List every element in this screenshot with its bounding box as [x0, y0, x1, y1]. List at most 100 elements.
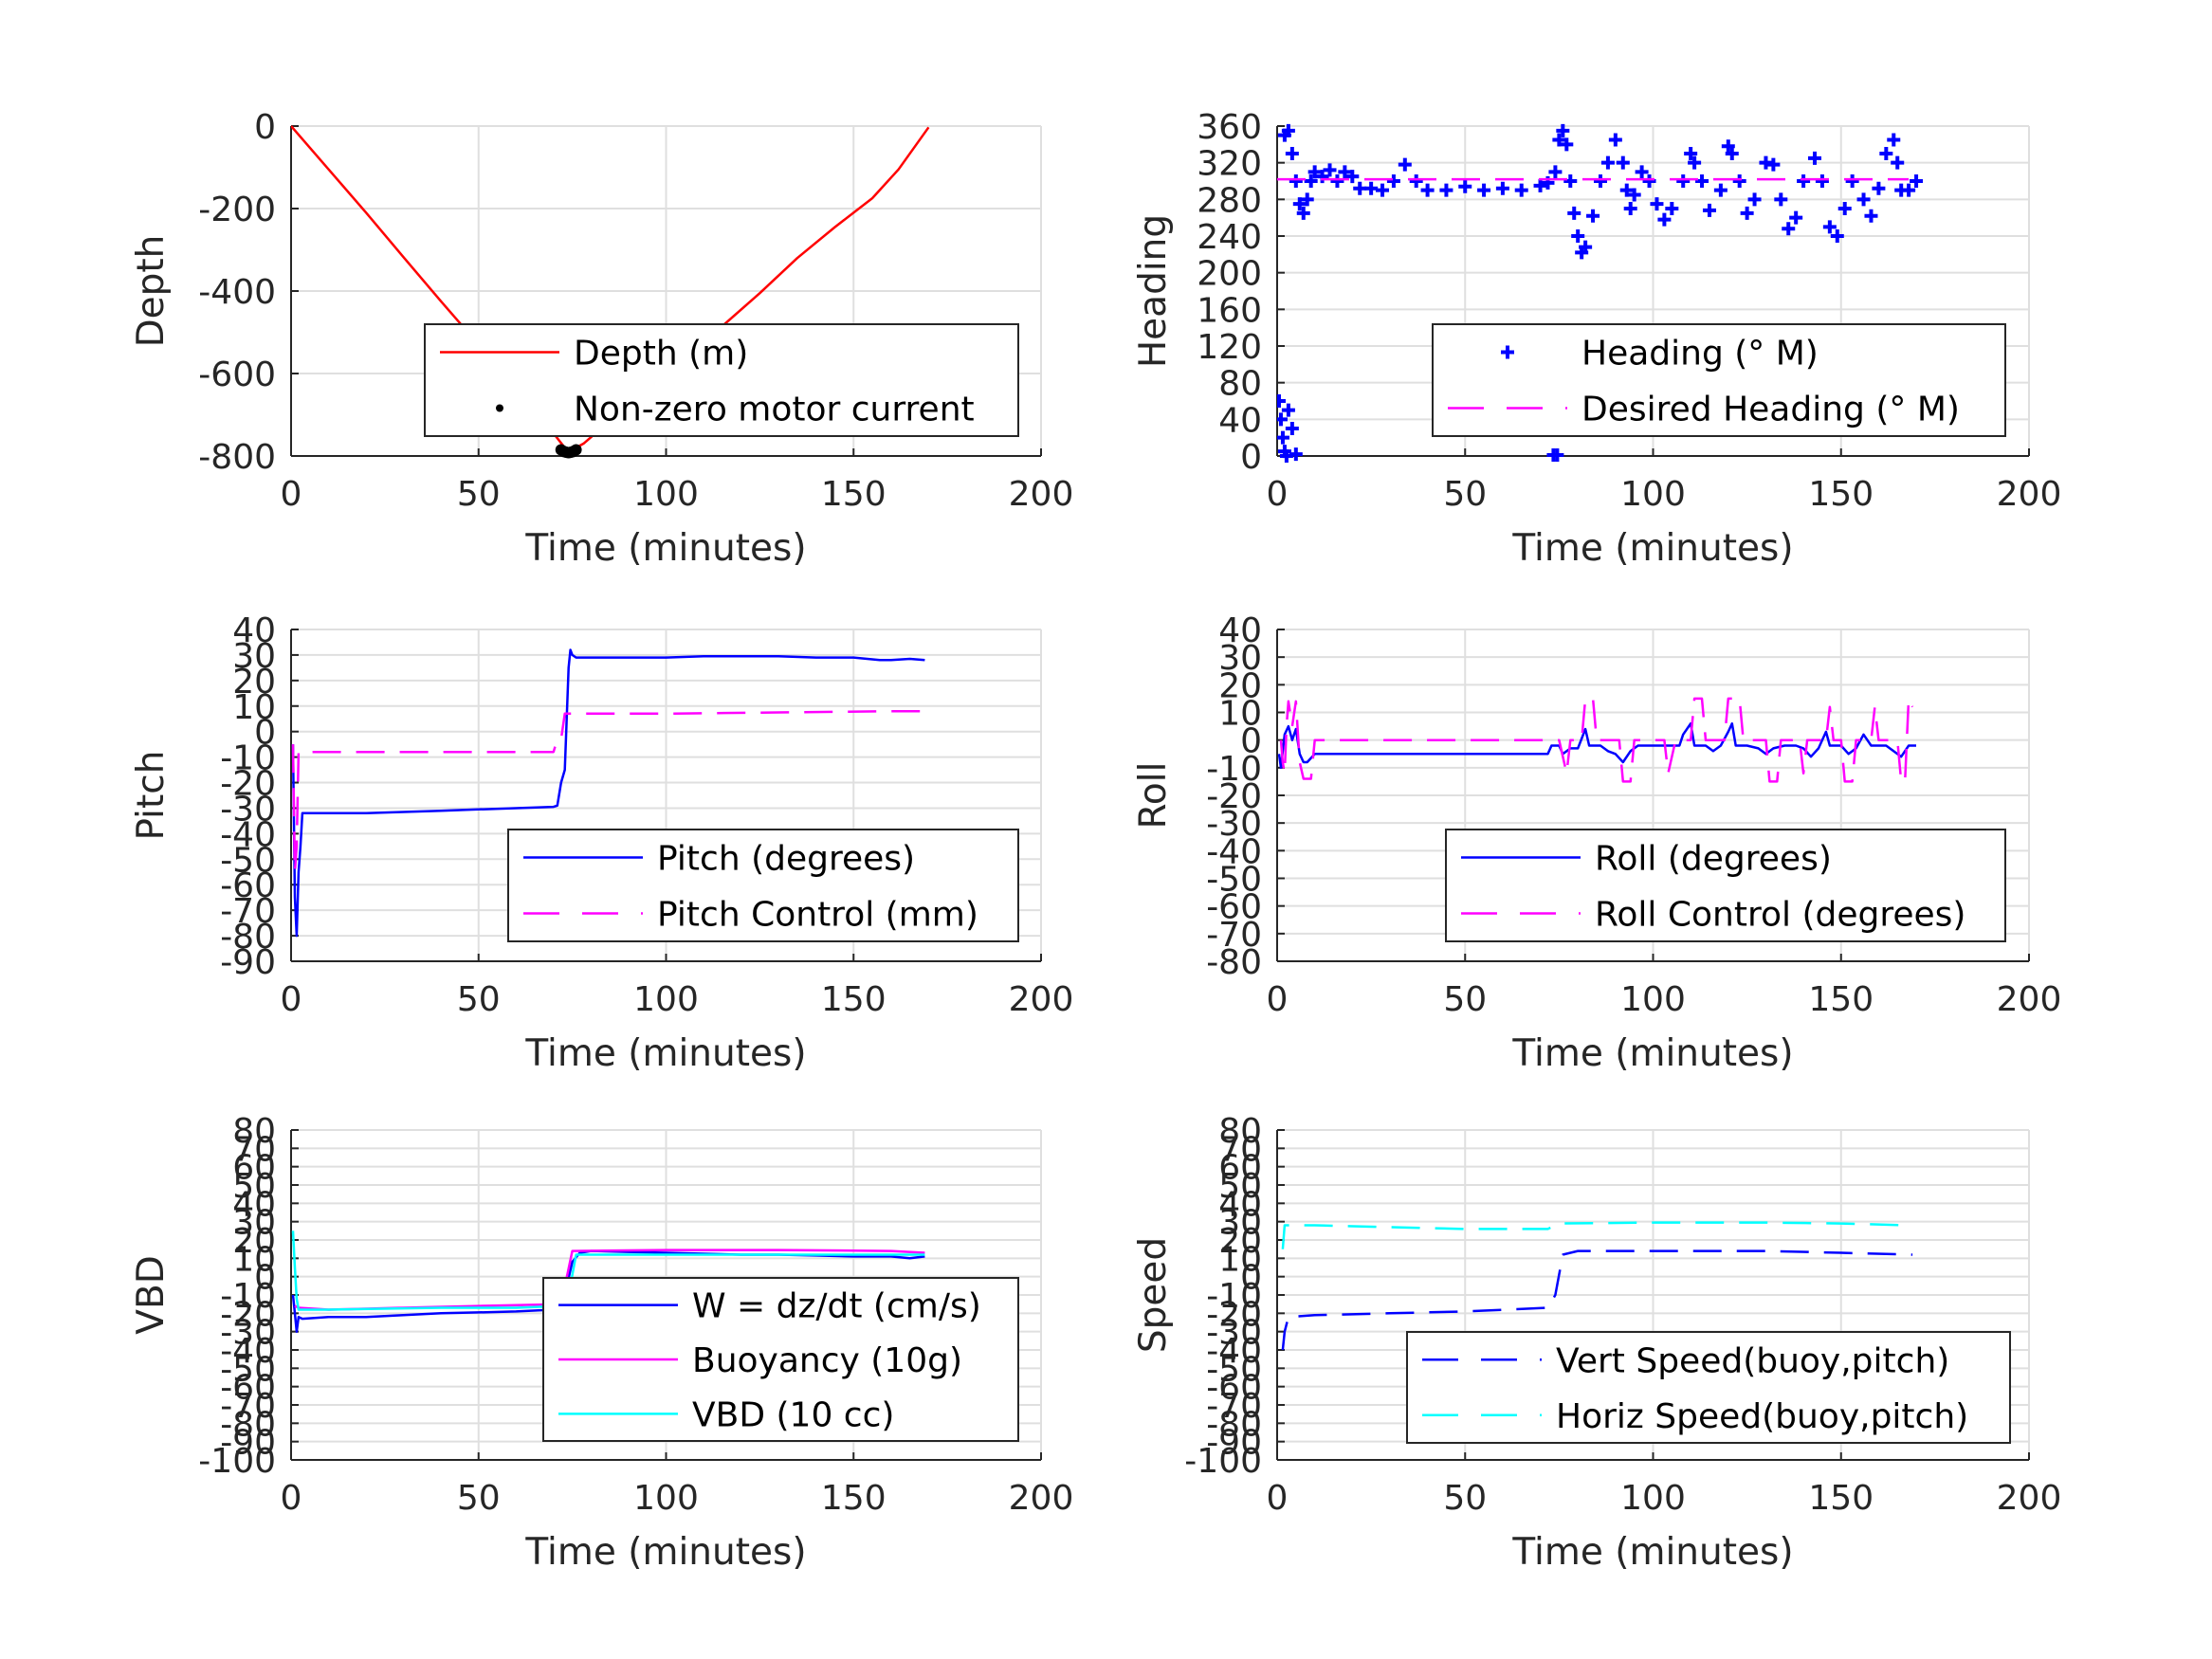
y-tick-label: 50 [1218, 1167, 1262, 1206]
x-tick-label: 150 [821, 980, 887, 1019]
x-tick-label: 50 [1443, 1479, 1487, 1518]
data-point [1747, 192, 1762, 207]
y-tick-label: -80 [1206, 1405, 1262, 1444]
legend-label: W = dz/dt (cm/s) [692, 1287, 981, 1326]
data-point [1289, 447, 1303, 462]
y-tick-label: 30 [1218, 1204, 1262, 1243]
x-axis-title: Time (minutes) [1511, 527, 1793, 570]
y-tick-label: 70 [232, 1130, 276, 1169]
y-axis-title: Roll [1132, 762, 1175, 830]
data-point [1879, 147, 1893, 160]
y-tick-label: 60 [1218, 1149, 1262, 1188]
data-point [1623, 202, 1637, 215]
data-point [1627, 188, 1641, 202]
y-tick-label: 40 [232, 611, 276, 650]
data-point [1323, 163, 1337, 177]
chart-panel-5: 0 50 100 150 20080706050403020100-10-20-30-4… [130, 1112, 1073, 1574]
x-tick-label: 150 [1808, 1479, 1874, 1518]
legend-label: Non-zero motor current [574, 391, 975, 429]
series-group [291, 648, 925, 938]
chart-panel-6: 0 50 100 150 20080706050403020100-10-20-30-4… [1132, 1112, 2061, 1574]
y-tick-label: -50 [220, 841, 276, 880]
data-point [1548, 165, 1563, 179]
data-point [1740, 206, 1754, 220]
data-point [1281, 403, 1295, 417]
legend-box [1445, 829, 2006, 942]
data-point [1665, 202, 1679, 215]
x-tick-label: 0 [281, 980, 302, 1019]
x-tick-label: 200 [1997, 1479, 2062, 1518]
x-tick-label: 100 [633, 980, 699, 1019]
data-point [1864, 209, 1878, 223]
y-tick-label: -60 [220, 866, 276, 905]
y-tick-label: -40 [1206, 1332, 1262, 1371]
data-point [1774, 192, 1788, 207]
y-tick-label: 0 [254, 714, 276, 753]
x-tick-label: 50 [457, 1479, 501, 1518]
data-point [1807, 151, 1821, 165]
data-point [1277, 412, 1288, 427]
x-axis-title: Time (minutes) [1511, 1032, 1793, 1075]
y-tick-label: 20 [232, 1222, 276, 1261]
data-point [1688, 155, 1702, 170]
data-point [1586, 209, 1600, 223]
x-axis-title: Time (minutes) [524, 1531, 806, 1574]
data-point [1822, 220, 1837, 234]
y-tick-label: -90 [220, 1424, 276, 1463]
data-point [1338, 165, 1352, 179]
y-tick-label: 20 [1218, 666, 1262, 705]
y-tick-label: -30 [220, 1314, 276, 1353]
y-tick-label: -60 [1206, 1369, 1262, 1408]
data-point [570, 444, 582, 456]
series-pitch-control-mm-line [291, 709, 925, 874]
series-horiz-speed-buoy-pitch-line [1281, 1221, 1910, 1249]
x-tick-label: 0 [1267, 475, 1289, 514]
y-tick-label: -20 [220, 765, 276, 804]
data-point [1579, 240, 1593, 254]
y-tick-label: -30 [220, 790, 276, 829]
data-point [1891, 155, 1905, 170]
x-tick-label: 100 [1620, 475, 1686, 514]
y-tick-label: -40 [1206, 832, 1262, 871]
data-point [1563, 174, 1578, 188]
series-pitch-degrees-line [291, 648, 925, 938]
legend-label: VBD (10 cc) [692, 1395, 894, 1434]
legend-label: Pitch Control (mm) [657, 896, 978, 935]
y-tick-label: -50 [1206, 861, 1262, 900]
chart-panel-1: 0 50 100 150 200 0 -200 -400 -600 -800 Time (minut… [130, 108, 1073, 570]
y-axis-title: Speed [1132, 1237, 1175, 1353]
data-point [1789, 210, 1803, 225]
legend-label: Horiz Speed(buoy,pitch) [1556, 1397, 1968, 1436]
legend-label: Roll Control (degrees) [1595, 896, 1965, 935]
data-point [1797, 174, 1811, 188]
y-tick-label: -200 [198, 191, 276, 229]
y-tick-label: 80 [1218, 365, 1262, 404]
y-tick-label: 0 [1240, 1259, 1262, 1298]
y-tick-label: -80 [1206, 943, 1262, 982]
data-point [1386, 174, 1400, 188]
data-point [1550, 448, 1564, 463]
legend: Depth (m) Non-zero motor current [424, 323, 1019, 437]
y-tick-label: -40 [220, 1332, 276, 1371]
y-axis-title: Depth [130, 235, 173, 348]
y-tick-label: -50 [220, 1350, 276, 1389]
x-axis-title: Time (minutes) [524, 527, 806, 570]
y-tick-label: -30 [1206, 805, 1262, 844]
y-tick-label: -50 [1206, 1350, 1262, 1389]
y-tick-label: -90 [1206, 1424, 1262, 1463]
legend: Pitch (degrees) Pitch Control (mm) [507, 829, 1019, 942]
chart-panel-2: 0 50 100 150 20004080120160200240280320360Ti… [1132, 108, 2061, 570]
y-tick-label: 50 [232, 1167, 276, 1206]
legend: Heading (° M) Desired Heading (° M) [1432, 323, 2006, 437]
data-point [1458, 179, 1472, 193]
x-tick-label: 150 [1808, 980, 1874, 1019]
y-tick-label: -90 [220, 943, 276, 982]
data-point [1845, 174, 1859, 188]
data-point [1315, 170, 1329, 184]
y-axis-title: Pitch [130, 751, 173, 841]
y-tick-label: 10 [232, 688, 276, 727]
y-tick-label: 80 [1218, 1112, 1262, 1151]
legend: Vert Speed(buoy,pitch) Horiz Speed(buoy,p… [1406, 1331, 2011, 1444]
data-point [1560, 137, 1574, 152]
legend-label: Vert Speed(buoy,pitch) [1556, 1341, 1949, 1380]
